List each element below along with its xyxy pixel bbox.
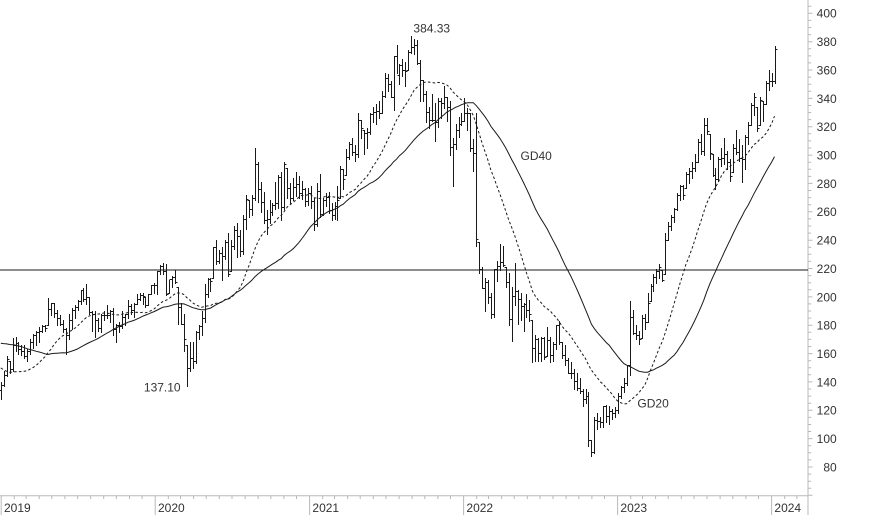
svg-text:360: 360 xyxy=(817,63,837,77)
svg-text:120: 120 xyxy=(817,404,837,418)
svg-text:220: 220 xyxy=(817,262,837,276)
svg-text:340: 340 xyxy=(817,92,837,106)
svg-text:GD20: GD20 xyxy=(637,396,669,410)
svg-text:180: 180 xyxy=(817,319,837,333)
svg-text:160: 160 xyxy=(817,347,837,361)
svg-text:80: 80 xyxy=(823,460,837,474)
svg-text:400: 400 xyxy=(817,7,837,21)
svg-text:2020: 2020 xyxy=(158,501,185,515)
svg-text:2022: 2022 xyxy=(466,501,493,515)
svg-text:GD40: GD40 xyxy=(521,149,553,163)
svg-text:320: 320 xyxy=(817,120,837,134)
svg-text:280: 280 xyxy=(817,177,837,191)
svg-text:240: 240 xyxy=(817,234,837,248)
svg-text:380: 380 xyxy=(817,35,837,49)
svg-text:260: 260 xyxy=(817,205,837,219)
svg-text:100: 100 xyxy=(817,432,837,446)
svg-text:2021: 2021 xyxy=(312,501,339,515)
svg-text:2019: 2019 xyxy=(4,501,31,515)
svg-text:2024: 2024 xyxy=(774,501,801,515)
svg-text:2023: 2023 xyxy=(620,501,647,515)
svg-text:140: 140 xyxy=(817,375,837,389)
svg-text:137.10: 137.10 xyxy=(144,380,181,394)
svg-text:200: 200 xyxy=(817,290,837,304)
svg-text:384.33: 384.33 xyxy=(413,22,450,36)
svg-text:300: 300 xyxy=(817,149,837,163)
